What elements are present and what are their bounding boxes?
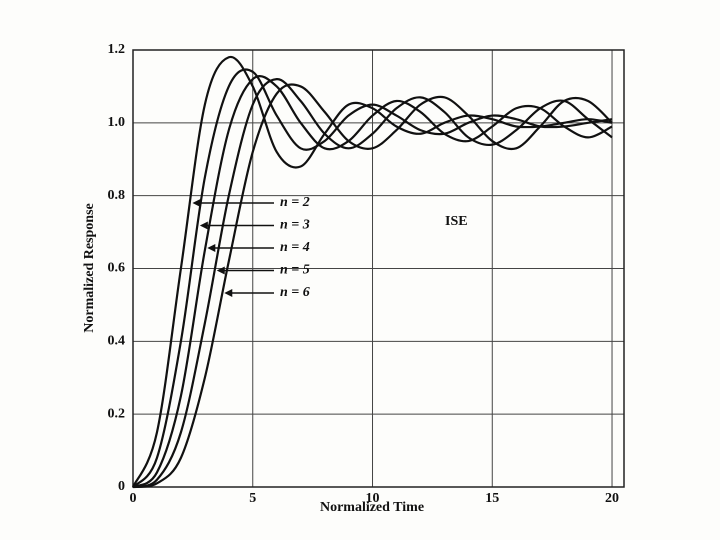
- x-tick-label: 5: [249, 491, 256, 506]
- y-tick-label: 0.4: [108, 334, 126, 349]
- series-label: n = 3: [280, 218, 310, 233]
- x-axis-label: Normalized Time: [320, 500, 424, 515]
- y-tick-label: 0.6: [108, 261, 126, 276]
- series-label: n = 6: [280, 285, 310, 300]
- arrow-head: [216, 266, 225, 275]
- x-tick-label: 20: [605, 491, 619, 506]
- x-tick-label: 10: [366, 491, 380, 506]
- series-line: [132, 75, 613, 489]
- series-line: [132, 78, 613, 489]
- series-line: [132, 68, 613, 488]
- x-tick-label: 0: [130, 491, 137, 506]
- arrow-head: [192, 199, 201, 207]
- y-tick-label: 0: [118, 479, 125, 494]
- y-tick-label: 1.2: [108, 42, 126, 57]
- arrow-head: [207, 244, 216, 252]
- y-tick-label: 0.8: [108, 188, 126, 203]
- y-tick-label: 0.2: [108, 406, 126, 421]
- y-axis-label: Normalized Response: [82, 203, 97, 333]
- arrow-head: [199, 221, 208, 230]
- series-label: n = 2: [280, 195, 310, 210]
- series-label: n = 4: [280, 240, 310, 255]
- plot-frame: [132, 49, 625, 488]
- y-tick-label: 1.0: [108, 115, 126, 130]
- series-line: [131, 55, 613, 488]
- arrow-head: [224, 289, 233, 297]
- series-label: n = 5: [280, 263, 310, 278]
- x-tick-label: 15: [485, 491, 499, 506]
- series-line: [132, 83, 613, 489]
- annotation: ISE: [445, 214, 468, 229]
